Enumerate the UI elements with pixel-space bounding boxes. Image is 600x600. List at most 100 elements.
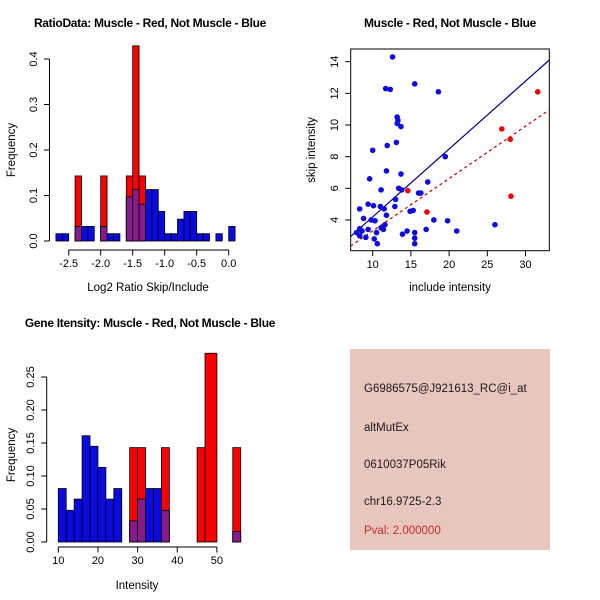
scatter-point-blue xyxy=(365,201,371,207)
scatter-point-blue xyxy=(424,179,431,185)
x-tick-label: 20 xyxy=(92,555,104,567)
y-tick-label: 0.20 xyxy=(25,399,37,420)
scatter-point-blue xyxy=(411,81,418,87)
gene-symbol-text: 0610037P05Rik xyxy=(364,459,446,471)
scatter-point-blue xyxy=(423,226,429,233)
chart-title: Gene Itensity: Muscle - Red, Not Muscle … xyxy=(25,316,276,330)
x-tick-label: 25 xyxy=(481,259,493,271)
x-tick-label: -0.5 xyxy=(187,258,206,270)
hist-bar-blue xyxy=(97,467,107,543)
scatter-point-blue xyxy=(384,142,391,149)
hist-bar-overlap xyxy=(138,203,146,242)
y-axis-label: Frequency xyxy=(6,428,18,483)
hist-bar-blue xyxy=(183,211,191,242)
x-tick-label: 10 xyxy=(367,259,379,271)
gene-intensity-histogram-panel: Gene Itensity: Muscle - Red, Not Muscle … xyxy=(6,316,276,592)
scatter-point-blue xyxy=(453,228,460,234)
scatter-point-blue xyxy=(383,212,390,219)
hist-bar-blue xyxy=(105,498,115,543)
y-tick-label: 12 xyxy=(329,87,341,99)
x-tick-label: 30 xyxy=(519,259,531,271)
scatter-point-blue xyxy=(398,187,405,193)
scatter-point-blue xyxy=(431,217,437,223)
probe-id-text: G6986575@J921613_RC@i_at xyxy=(364,383,527,395)
x-tick-label: 0.0 xyxy=(221,258,236,270)
scatter-point-blue xyxy=(411,235,418,241)
y-tick-label: 10 xyxy=(329,119,341,131)
scatter-point-blue xyxy=(442,153,449,160)
scatter-point-red xyxy=(405,187,411,194)
scatter-point-blue xyxy=(435,88,442,95)
y-tick-label: 0.4 xyxy=(28,51,40,66)
x-tick-label: 20 xyxy=(443,259,455,271)
hist-bar-blue xyxy=(170,233,178,242)
scatter-point-blue xyxy=(365,226,371,233)
scatter-point-blue xyxy=(411,229,418,236)
hist-bar-blue xyxy=(65,509,75,543)
scatter-point-blue xyxy=(359,228,365,234)
scatter-point-blue xyxy=(363,234,369,241)
scatter-point-blue xyxy=(392,196,399,203)
hist-bar-blue xyxy=(55,233,63,242)
x-tick-label: -1.0 xyxy=(155,258,174,270)
hist-bar-red xyxy=(196,447,206,543)
hist-bar-blue xyxy=(164,233,172,242)
hist-bar-blue xyxy=(106,233,114,242)
hist-bar-overlap xyxy=(125,196,134,242)
scatter-point-blue xyxy=(393,139,400,146)
blue-fit-line xyxy=(350,59,550,238)
y-tick-label: 0.05 xyxy=(25,498,37,519)
x-tick-label: 30 xyxy=(131,555,143,567)
scatter-point-blue xyxy=(369,147,376,154)
ratio-histogram-panel: RatioData: Muscle - Red, Not Muscle - Bl… xyxy=(6,16,267,294)
chart-title: RatioData: Muscle - Red, Not Muscle - Bl… xyxy=(34,16,267,30)
hist-bar-blue xyxy=(81,226,89,242)
x-tick-label: -1.5 xyxy=(123,258,142,270)
hist-bar-red xyxy=(232,447,242,543)
hist-bar-blue xyxy=(145,488,154,543)
hist-bar-blue xyxy=(57,488,67,543)
hist-bar-blue xyxy=(61,233,70,242)
y-tick-label: 0.10 xyxy=(25,465,37,486)
scatter-point-blue xyxy=(399,231,406,237)
hist-bar-overlap xyxy=(129,520,138,543)
hist-bar-blue xyxy=(215,233,223,242)
x-axis-label: Log2 Ratio Skip/Include xyxy=(87,282,208,294)
splice-type-text: altMutEx xyxy=(364,422,409,434)
scatter-point-blue xyxy=(392,203,398,210)
x-tick-label: 15 xyxy=(405,259,417,271)
scatter-point-blue xyxy=(382,221,388,228)
y-tick-label: 0.3 xyxy=(28,97,40,112)
hist-bar-blue xyxy=(113,488,123,543)
hist-bar-blue xyxy=(157,211,166,242)
x-axis-label: include intensity xyxy=(409,282,491,294)
hist-bar-overlap xyxy=(74,226,82,242)
x-axis-label: Intensity xyxy=(116,580,159,592)
hist-bar-blue xyxy=(177,218,185,242)
gene-info-panel: G6986575@J921613_RC@i_at altMutEx 061003… xyxy=(350,349,550,550)
scatter-point-blue xyxy=(373,229,380,236)
hist-bar-blue xyxy=(73,498,83,543)
hist-bar-blue xyxy=(189,211,198,242)
y-tick-label: 0.2 xyxy=(28,142,40,157)
hist-bar-overlap xyxy=(232,531,242,543)
scatter-point-blue xyxy=(356,232,363,239)
scatter-point-blue xyxy=(374,240,381,247)
y-tick-label: 0.0 xyxy=(28,233,40,248)
hist-bar-blue xyxy=(196,233,204,242)
x-tick-label: -2.5 xyxy=(59,258,78,270)
y-tick-label: 0.15 xyxy=(25,432,37,453)
hist-bar-red xyxy=(204,352,218,543)
scatter-point-blue xyxy=(410,207,416,214)
scatter-point-blue xyxy=(398,171,404,177)
pval-text: Pval: 2.000000 xyxy=(364,525,441,537)
scatter-point-red xyxy=(507,136,514,143)
y-axis-label: skip intensity xyxy=(306,117,318,183)
scatter-point-blue xyxy=(404,228,410,234)
x-tick-label: 40 xyxy=(171,555,183,567)
chart-title: Muscle - Red, Not Muscle - Blue xyxy=(364,16,537,30)
hist-bar-blue xyxy=(153,488,162,543)
hist-bar-blue xyxy=(202,233,210,242)
scatter-point-blue xyxy=(411,240,418,247)
